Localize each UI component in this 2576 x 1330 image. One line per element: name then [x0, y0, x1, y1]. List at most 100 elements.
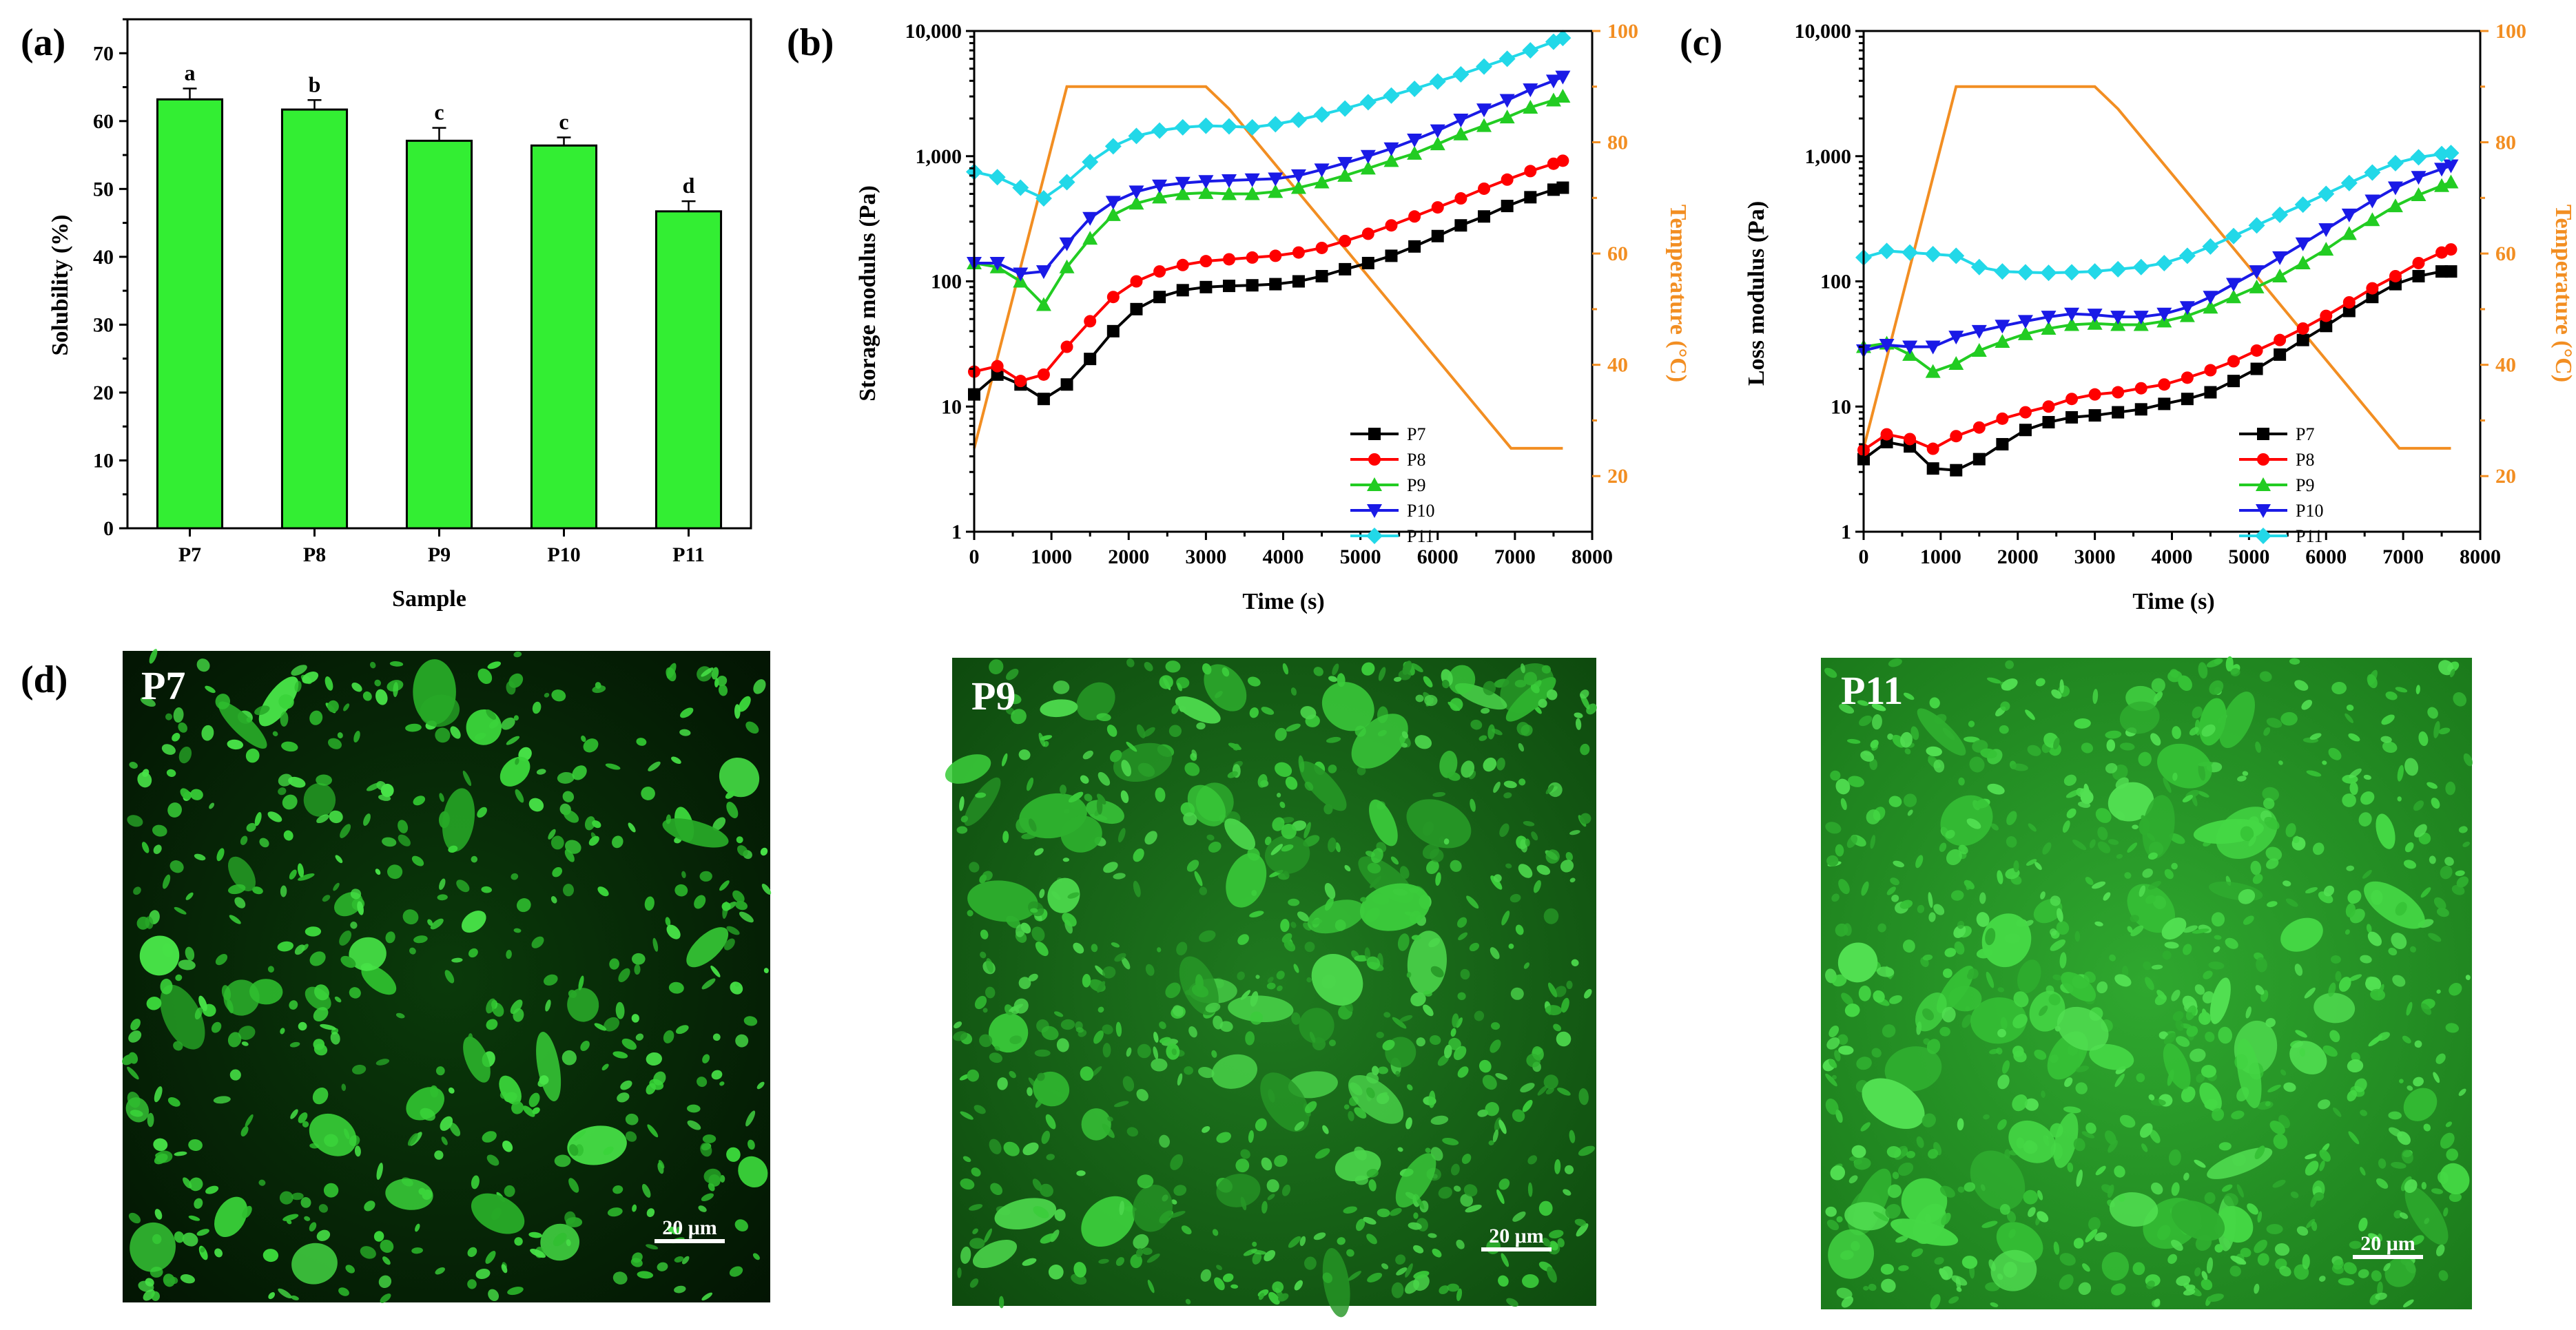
particle: [1076, 1170, 1086, 1176]
particle: [350, 922, 358, 929]
particle: [2443, 1207, 2449, 1217]
particle: [267, 811, 282, 822]
particle: [1830, 770, 1841, 781]
particle: [1926, 746, 1942, 757]
particle: [2105, 730, 2122, 739]
temperature-axis-label: Temperature (°C): [2551, 205, 2576, 382]
particle: [1171, 1199, 1177, 1205]
data-point: [2320, 320, 2333, 333]
particle: [2413, 1077, 2424, 1087]
particle: [1897, 1162, 1914, 1176]
temperature-axis-label: Temperature (°C): [1665, 205, 1691, 382]
particle: [1860, 1122, 1871, 1132]
particle: [1826, 855, 1839, 866]
particle: [580, 1040, 590, 1052]
particle: [957, 1267, 962, 1278]
particle: [227, 739, 244, 750]
particle: [653, 1071, 666, 1085]
particle: [316, 814, 329, 824]
particle: [2393, 1209, 2402, 1219]
particle: [2202, 991, 2214, 1004]
particle: [1328, 676, 1338, 683]
particle: [1522, 1274, 1539, 1289]
particle: [2027, 745, 2041, 756]
particle: [634, 964, 641, 975]
particle: [430, 1085, 439, 1098]
particle: [2171, 862, 2178, 870]
particle: [2214, 658, 2223, 665]
particle: [1944, 948, 1957, 957]
particle: [2198, 662, 2208, 679]
particle: [1531, 831, 1538, 841]
particle: [726, 1147, 741, 1162]
particle: [2267, 901, 2278, 907]
particle: [2462, 841, 2470, 847]
particle: [2061, 972, 2096, 1002]
particle: [413, 796, 426, 806]
particle: [385, 931, 395, 944]
particle: [1363, 1216, 1377, 1225]
particle: [1939, 1026, 1950, 1037]
particle: [2196, 1073, 2205, 1083]
particle: [612, 1185, 624, 1194]
particle: [2171, 1239, 2183, 1251]
particle: [617, 1092, 630, 1103]
particle: [2062, 820, 2070, 833]
particle: [2006, 1211, 2017, 1223]
particle: [251, 886, 263, 895]
particle: [2146, 1280, 2155, 1289]
particle: [161, 744, 176, 755]
panel-label-c: (c): [1680, 21, 1722, 64]
particle: [2012, 1046, 2024, 1057]
particle: [1506, 1298, 1518, 1307]
particle: [1574, 1218, 1587, 1227]
data-point: [2342, 295, 2356, 309]
particle: [1381, 1263, 1389, 1269]
micrograph-p9: P9 20 μm: [945, 658, 1597, 1318]
particle: [2013, 991, 2029, 1008]
particle: [280, 1028, 285, 1035]
particle: [1275, 762, 1292, 777]
particle: [471, 855, 478, 863]
particle: [967, 880, 1038, 922]
particle: [1828, 1059, 1837, 1068]
particle: [360, 1246, 376, 1259]
particle: [1890, 877, 1899, 886]
particle: [2151, 678, 2165, 693]
particle: [1428, 1233, 1437, 1238]
particle: [2064, 1077, 2073, 1088]
particle: [228, 856, 256, 892]
particle: [280, 885, 287, 897]
data-point: [2227, 355, 2240, 368]
particle: [1461, 1154, 1472, 1164]
particle: [2265, 1101, 2271, 1107]
particle: [1889, 995, 1902, 1004]
particle: [1986, 971, 1995, 988]
particle: [2254, 1239, 2267, 1254]
particle: [2285, 823, 2296, 838]
bar-p7: [156, 98, 224, 530]
particle: [1082, 974, 1091, 988]
particle: [677, 1227, 681, 1235]
particle: [354, 1145, 361, 1157]
series-p7: [1857, 265, 2457, 477]
particle: [1228, 742, 1241, 750]
particle: [1204, 664, 1247, 711]
particle: [1870, 835, 1876, 849]
particle: [990, 1183, 1003, 1196]
particle: [508, 673, 524, 688]
data-point: [2181, 371, 2194, 384]
particle: [507, 1287, 524, 1296]
particle: [2347, 1090, 2357, 1102]
particle: [2189, 727, 2199, 736]
x-axis-label: Time (s): [2132, 589, 2214, 614]
particle: [1564, 1165, 1574, 1174]
particle: [2206, 1257, 2214, 1274]
particle: [719, 757, 760, 798]
particle: [1300, 706, 1317, 720]
particle: [258, 1179, 266, 1186]
particle: [238, 1026, 256, 1040]
particle: [980, 951, 987, 959]
particle: [1153, 1046, 1159, 1059]
particle: [2065, 789, 2081, 798]
